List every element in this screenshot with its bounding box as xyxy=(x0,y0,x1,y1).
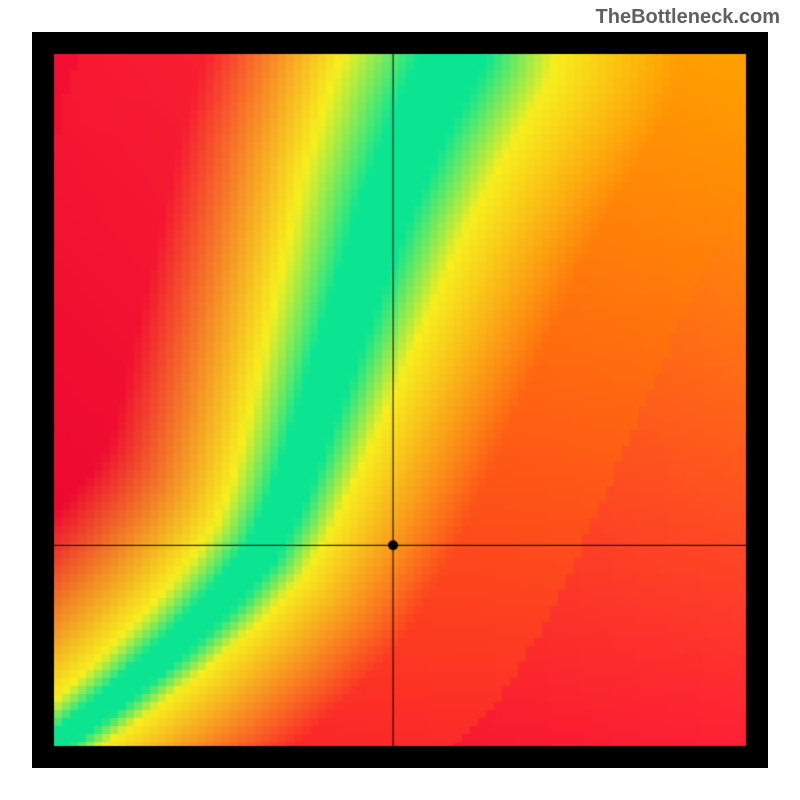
attribution-text: TheBottleneck.com xyxy=(596,6,780,29)
heatmap-canvas xyxy=(32,32,768,768)
chart-container: TheBottleneck.com xyxy=(0,0,800,800)
